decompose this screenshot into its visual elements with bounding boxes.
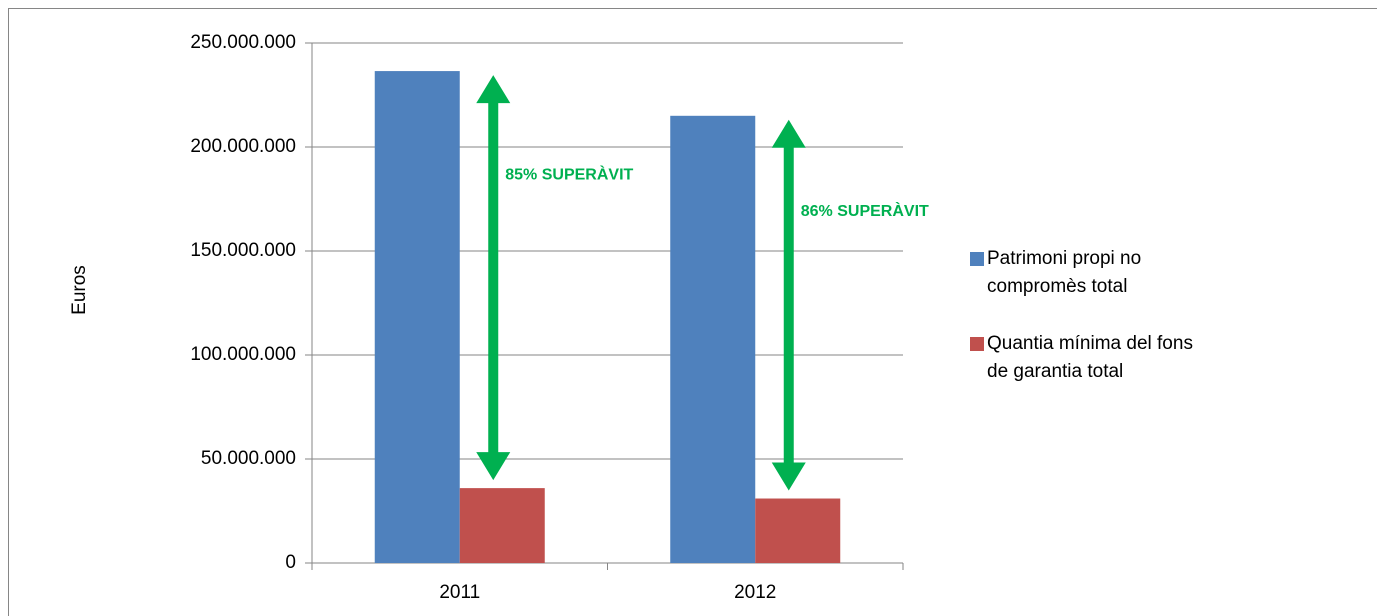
bar	[459, 488, 545, 563]
bar	[755, 498, 841, 563]
surplus-arrow	[476, 75, 511, 481]
y-tick-label: 50.000.000	[201, 448, 296, 469]
y-tick-label: 150.000.000	[190, 240, 296, 261]
y-tick-label: 200.000.000	[190, 136, 296, 157]
legend-label: Quantia mínima del fons de garantia tota…	[987, 333, 1193, 382]
y-axis-label: Euros	[69, 265, 90, 315]
legend-label: Patrimoni propi no compromès total	[987, 248, 1142, 297]
annotation: 85% SUPERÀVIT	[505, 164, 633, 183]
legend-swatch	[970, 337, 984, 351]
y-tick-label: 100.000.000	[190, 344, 296, 365]
x-tick-label: 2012	[734, 582, 776, 603]
annotation: 86% SUPERÀVIT	[801, 201, 929, 220]
y-tick-label: 250.000.000	[190, 32, 296, 53]
legend-swatch	[970, 252, 984, 266]
x-tick-label: 2011	[439, 582, 480, 603]
y-tick-label: 0	[285, 552, 296, 573]
surplus-arrow	[771, 119, 806, 491]
bar	[670, 115, 756, 564]
bar	[374, 71, 460, 563]
